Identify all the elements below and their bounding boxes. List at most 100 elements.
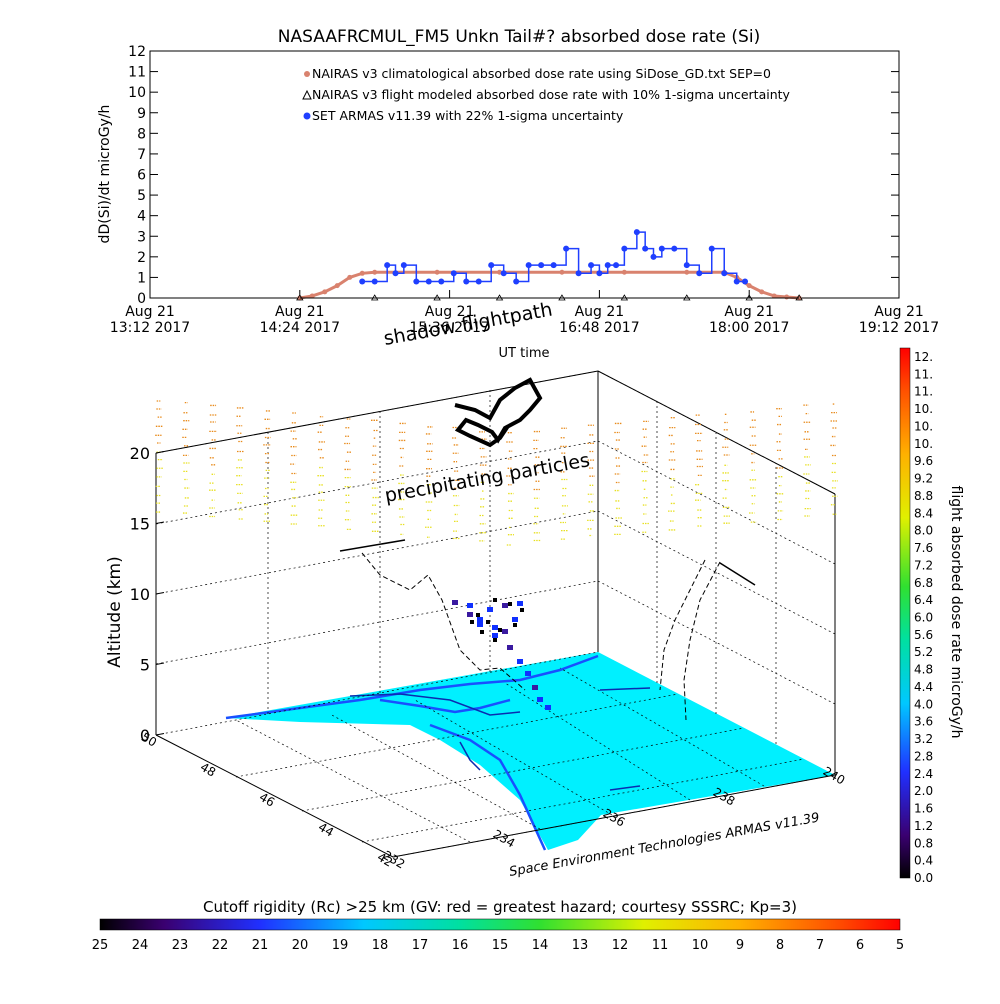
precipitating-annotation: precipitating particles — [383, 449, 591, 507]
series-point — [488, 262, 495, 269]
trajectory-point — [467, 603, 473, 608]
series-point — [621, 269, 627, 275]
rigidity-tick-label: 5 — [896, 938, 904, 953]
series-point — [683, 294, 691, 301]
rigidity-tick-label: 17 — [412, 938, 429, 953]
shadow-paths — [361, 552, 721, 721]
series-point — [696, 270, 703, 277]
series-point — [463, 278, 470, 285]
altitude-tick-mark — [155, 521, 165, 524]
series-point — [372, 269, 378, 275]
trajectory-point — [525, 671, 531, 676]
series-point — [588, 262, 595, 269]
altitude-tick-mark — [155, 662, 165, 665]
series-point — [347, 274, 353, 280]
series-point — [721, 270, 728, 277]
dose-tick-label: 0.4 — [914, 854, 933, 868]
x-tick-time: 19:12 2017 — [859, 320, 939, 336]
x-tick-date: Aug 21 — [275, 304, 325, 320]
rigidity-label: Cutoff rigidity (Rc) >25 km (GV: red = g… — [203, 898, 797, 916]
x-tick-date: Aug 21 — [125, 304, 175, 320]
dose-tick-label: 3.2 — [914, 732, 933, 746]
dose-tick-label: 12. — [914, 350, 933, 364]
series-point — [613, 262, 620, 269]
dose-tick-label: 9.6 — [914, 454, 933, 468]
coastline — [225, 654, 599, 851]
trajectory-point — [476, 613, 480, 617]
rigidity-tick-label: 6 — [856, 938, 864, 953]
trajectory-point — [502, 603, 508, 608]
altitude-tick-mark — [155, 733, 165, 736]
series-point — [620, 294, 629, 301]
series-point — [334, 283, 340, 289]
timeseries-series — [296, 229, 803, 301]
y-tick-label: 10 — [128, 85, 146, 101]
y-tick-label: 1 — [137, 270, 146, 286]
series-point — [550, 262, 557, 269]
trajectory-point — [537, 697, 543, 702]
timeseries-y-label: dD(Si)/dt microGy/h — [97, 105, 113, 244]
dose-tick-label: 2.4 — [914, 767, 933, 781]
trajectory-point — [517, 601, 523, 606]
trajectory-point — [467, 612, 473, 617]
trajectory-point — [492, 625, 498, 630]
series-point — [684, 269, 690, 275]
y-tick-label: 9 — [137, 106, 146, 122]
latitude-tick-label: 48 — [198, 760, 218, 780]
trajectory-point — [512, 617, 518, 622]
chart-title: NASAAFRCMUL_FM5 Unkn Tail#? absorbed dos… — [278, 27, 760, 47]
rigidity-tick-label: 12 — [612, 938, 629, 953]
rigidity-tick-label: 21 — [252, 938, 269, 953]
y-tick-label: 4 — [137, 209, 146, 225]
wall-grid — [155, 370, 836, 744]
trajectory-point — [517, 659, 523, 664]
legend-marker — [304, 71, 310, 77]
dose-tick-label: 7.2 — [914, 558, 933, 572]
trajectory-point — [502, 629, 508, 634]
x-tick-time: 16:48 2017 — [559, 320, 639, 336]
dose-tick-label: 5.2 — [914, 645, 933, 659]
series-point — [309, 293, 315, 299]
dose-tick-label: 4.8 — [914, 663, 933, 677]
series-point — [400, 262, 407, 269]
series-point — [413, 278, 420, 285]
dose-tick-label: 4.0 — [914, 697, 933, 711]
dose-tick-label: 7.6 — [914, 541, 933, 555]
altitude-label: Altitude (km) — [105, 556, 125, 668]
rigidity-tick-label: 22 — [212, 938, 229, 953]
series-point — [370, 294, 379, 301]
altitude-ticks: 0 5 10 15 20 — [130, 444, 165, 745]
series-point — [450, 270, 457, 277]
latitude-tick-label: 44 — [316, 820, 336, 840]
x-tick-time: 15:36 2017 — [409, 320, 489, 336]
trajectory-point — [498, 628, 502, 632]
series-point — [563, 245, 570, 252]
rigidity-tick-label: 16 — [452, 938, 469, 953]
y-tick-label: 2 — [137, 250, 146, 266]
dose-tick-label: 5.6 — [914, 628, 933, 642]
legend-marker — [303, 112, 311, 120]
dose-tick-label: 8.0 — [914, 524, 933, 538]
rigidity-tick-label: 9 — [736, 938, 744, 953]
dose-colorbar — [899, 347, 911, 879]
y-tick-label: 0 — [137, 291, 146, 307]
trajectory-point — [520, 608, 524, 612]
series-point — [745, 294, 753, 301]
rigidity-tick-label: 24 — [132, 938, 149, 953]
series-point — [746, 283, 752, 289]
dose-tick-label: 6.0 — [914, 611, 933, 625]
x-tick-date: Aug 21 — [425, 304, 475, 320]
flight-trajectory — [452, 598, 551, 710]
dose-tick-label: 10. — [914, 437, 933, 451]
series-point — [296, 294, 304, 301]
series-point — [733, 278, 740, 285]
y-tick-label: 12 — [128, 44, 146, 60]
dose-tick-label: 6.4 — [914, 593, 933, 607]
ground-map — [226, 652, 835, 850]
trajectory-point — [513, 623, 517, 627]
